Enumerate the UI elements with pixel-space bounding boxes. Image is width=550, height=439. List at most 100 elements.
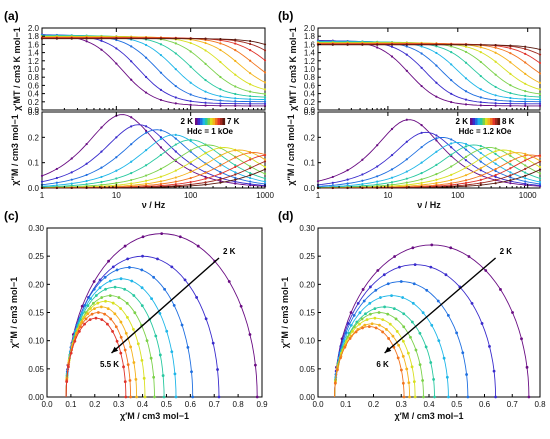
y-tick-label: 0.0 bbox=[304, 184, 316, 193]
b_top-point bbox=[538, 102, 542, 105]
c-point bbox=[119, 335, 123, 339]
d-point bbox=[393, 255, 397, 258]
c-arc bbox=[65, 286, 165, 398]
a_bottom-point bbox=[159, 182, 163, 186]
c-point bbox=[196, 244, 200, 248]
b_top-point bbox=[331, 43, 334, 46]
b_bottom-point bbox=[479, 160, 482, 163]
a_bottom-point bbox=[159, 146, 163, 149]
b_bottom-point bbox=[390, 153, 394, 157]
d-point bbox=[429, 265, 433, 269]
c-point bbox=[173, 372, 177, 376]
a_top-point bbox=[234, 104, 237, 107]
c-point bbox=[66, 365, 70, 369]
b_top-point bbox=[538, 72, 542, 75]
c-point bbox=[119, 307, 123, 310]
b_bottom-point bbox=[450, 165, 453, 168]
b_bottom-point bbox=[390, 168, 394, 171]
b_top-point bbox=[479, 88, 482, 91]
b_bottom-point bbox=[479, 157, 482, 160]
panel-label-c: (c) bbox=[4, 209, 19, 223]
a_bottom-point bbox=[234, 182, 237, 185]
a_bottom-point bbox=[219, 181, 222, 184]
a_bottom-point bbox=[55, 181, 58, 184]
a_top-point bbox=[159, 71, 163, 74]
y-tick-label: 1.0 bbox=[28, 65, 40, 74]
a_bottom-legend-swatch bbox=[217, 118, 221, 125]
a_bottom-point bbox=[130, 125, 133, 128]
b_bottom-point bbox=[464, 148, 468, 151]
d-point bbox=[392, 307, 396, 310]
b_top-point bbox=[509, 52, 512, 55]
d-point bbox=[421, 311, 425, 315]
a_bottom-point bbox=[130, 143, 133, 146]
b_top-point bbox=[509, 104, 512, 107]
c-point bbox=[156, 257, 159, 261]
a_bottom-point bbox=[174, 169, 177, 172]
d-arrow-head bbox=[384, 346, 392, 353]
b_bottom-point bbox=[450, 178, 453, 182]
a_bottom-point bbox=[249, 167, 252, 170]
c-point bbox=[154, 334, 158, 338]
b_bottom-point bbox=[479, 167, 482, 170]
c-point bbox=[163, 287, 166, 291]
a_top-point bbox=[70, 37, 73, 40]
a_bottom-legend-swatch bbox=[197, 118, 201, 125]
d-xlabel: χ′M / cm3 mol−1 bbox=[394, 411, 463, 421]
a_top-point bbox=[40, 37, 44, 40]
b_bottom-series-line bbox=[317, 141, 541, 188]
b_bottom-point bbox=[524, 152, 527, 155]
b_top-point bbox=[450, 63, 453, 66]
a_top-point bbox=[55, 37, 58, 40]
x-tick-label: 0.3 bbox=[396, 400, 408, 409]
b_bottom-point bbox=[450, 182, 453, 185]
a_top-point bbox=[115, 37, 118, 40]
b_bottom-point bbox=[346, 186, 349, 190]
a_top-point bbox=[234, 92, 237, 96]
d-point bbox=[413, 263, 417, 267]
c-point bbox=[111, 330, 114, 333]
a_bottom-point bbox=[204, 152, 207, 155]
a_bottom-point bbox=[100, 166, 103, 169]
c-point bbox=[103, 312, 107, 316]
d-point bbox=[343, 345, 347, 349]
b_top-point bbox=[479, 101, 482, 104]
b_bottom-point bbox=[435, 139, 438, 142]
y-tick-label: 2.0 bbox=[28, 24, 40, 33]
b_top-point bbox=[524, 72, 527, 75]
b_top-point bbox=[509, 96, 512, 100]
a_top-series-line bbox=[42, 36, 266, 83]
a_bottom-point bbox=[189, 180, 192, 184]
a_bottom-point bbox=[204, 177, 207, 180]
b_top-point bbox=[538, 81, 542, 84]
d-point bbox=[455, 331, 459, 335]
c-point bbox=[123, 244, 127, 248]
c-point bbox=[216, 368, 219, 371]
a_bottom-legend-swatch bbox=[207, 118, 211, 125]
b_bottom-point bbox=[361, 173, 364, 176]
y-tick-label: 0.00 bbox=[28, 393, 44, 402]
a_bottom-point bbox=[130, 182, 133, 185]
x-tick-label: 0.6 bbox=[185, 400, 197, 409]
d-point bbox=[374, 288, 378, 292]
d-point bbox=[354, 330, 358, 334]
d-point bbox=[364, 312, 367, 316]
d-point bbox=[333, 381, 337, 385]
d-point bbox=[386, 282, 390, 286]
a_top-point bbox=[115, 62, 118, 65]
a_bottom-series-line bbox=[42, 168, 266, 189]
b_top-series-line bbox=[318, 40, 540, 107]
b_top-point bbox=[494, 102, 497, 105]
b_top-point bbox=[509, 72, 512, 75]
a_top-point bbox=[263, 59, 267, 62]
b_bottom-point bbox=[538, 177, 542, 180]
b_top-series-line bbox=[318, 42, 541, 90]
b_top-point bbox=[494, 104, 497, 107]
c-point bbox=[80, 304, 84, 308]
a_top-series-line bbox=[42, 34, 265, 103]
b_top-point bbox=[538, 98, 542, 101]
d-point bbox=[447, 395, 450, 399]
a_top-point bbox=[263, 98, 267, 101]
c-arc bbox=[65, 295, 155, 398]
b_bottom-frame bbox=[317, 111, 541, 189]
